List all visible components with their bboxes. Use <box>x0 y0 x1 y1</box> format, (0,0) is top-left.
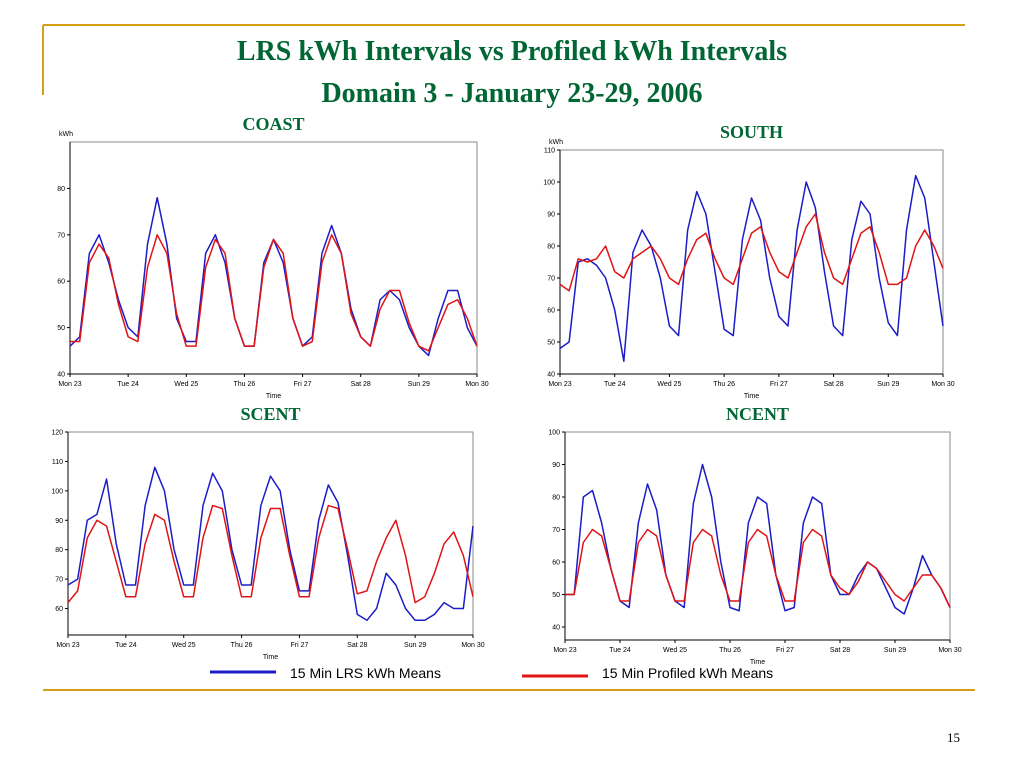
x-tick-label: Thu 26 <box>713 381 735 388</box>
x-tick-label: Sat 28 <box>347 642 367 649</box>
x-tick-label: Wed 25 <box>172 642 196 649</box>
legend-label: 15 Min LRS kWh Means <box>290 665 441 681</box>
y-tick-label: 90 <box>547 212 555 219</box>
y-tick-label: 40 <box>57 372 65 379</box>
y-tick-label: 100 <box>51 488 63 495</box>
y-tick-label: 70 <box>57 232 65 239</box>
chart-title: SOUTH <box>720 122 783 142</box>
x-tick-label: Tue 24 <box>609 647 631 654</box>
x-tick-label: Sun 29 <box>877 381 899 388</box>
series-line <box>70 234 478 352</box>
series-line <box>67 466 474 622</box>
x-tick-label: Wed 25 <box>174 381 198 388</box>
legend-label: 15 Min Profiled kWh Means <box>602 665 773 681</box>
series-line <box>67 504 474 604</box>
x-tick-label: Mon 23 <box>58 381 81 388</box>
x-tick-label: Sat 28 <box>830 647 850 654</box>
y-tick-label: 90 <box>552 462 560 469</box>
x-axis-label: Time <box>750 659 765 666</box>
series-line <box>565 528 951 608</box>
y-tick-label: 80 <box>55 547 63 554</box>
page-number: 15 <box>947 730 960 745</box>
x-tick-label: Fri 27 <box>290 642 308 649</box>
x-tick-label: Mon 23 <box>56 642 79 649</box>
y-tick-label: 110 <box>52 459 63 466</box>
x-tick-label: Tue 24 <box>115 642 137 649</box>
chart-title: NCENT <box>726 404 789 424</box>
x-tick-label: Mon 23 <box>553 647 576 654</box>
y-axis-label: kWh <box>549 139 563 146</box>
y-tick-label: 80 <box>547 244 555 251</box>
x-tick-label: Sun 29 <box>408 381 430 388</box>
y-tick-label: 50 <box>552 592 560 599</box>
x-tick-label: Fri 27 <box>294 381 312 388</box>
y-tick-label: 40 <box>547 372 555 379</box>
y-tick-label: 70 <box>55 577 63 584</box>
x-tick-label: Fri 27 <box>770 381 788 388</box>
y-tick-label: 50 <box>57 325 65 332</box>
x-axis-label: Time <box>744 393 759 400</box>
x-tick-label: Mon 30 <box>465 381 488 388</box>
slide-subtitle: Domain 3 - January 23-29, 2006 <box>321 78 702 109</box>
x-tick-label: Mon 30 <box>931 381 954 388</box>
chart-title: SCENT <box>240 404 300 424</box>
y-tick-label: 60 <box>57 279 65 286</box>
y-tick-label: 70 <box>552 527 560 534</box>
y-tick-label: 80 <box>552 495 560 502</box>
series-line <box>559 213 944 292</box>
series-line <box>559 174 944 362</box>
x-tick-label: Wed 25 <box>657 381 681 388</box>
x-tick-label: Mon 30 <box>938 647 961 654</box>
x-tick-label: Tue 24 <box>604 381 626 388</box>
y-tick-label: 50 <box>547 340 555 347</box>
y-tick-label: 100 <box>543 180 555 187</box>
x-tick-label: Sun 29 <box>404 642 426 649</box>
series-line <box>565 463 951 615</box>
x-tick-label: Thu 26 <box>231 642 253 649</box>
y-tick-label: 60 <box>552 560 560 567</box>
x-tick-label: Tue 24 <box>117 381 139 388</box>
x-axis-label: Time <box>263 654 278 661</box>
x-tick-label: Thu 26 <box>234 381 256 388</box>
y-tick-label: 80 <box>57 186 65 193</box>
y-axis-label: kWh <box>59 131 73 138</box>
y-tick-label: 60 <box>55 606 63 613</box>
x-tick-label: Thu 26 <box>719 647 741 654</box>
y-tick-label: 100 <box>548 430 560 437</box>
x-tick-label: Sun 29 <box>884 647 906 654</box>
y-tick-label: 120 <box>51 430 63 437</box>
x-tick-label: Mon 23 <box>548 381 571 388</box>
x-tick-label: Wed 25 <box>663 647 687 654</box>
y-tick-label: 70 <box>547 276 555 283</box>
x-tick-label: Sat 28 <box>351 381 371 388</box>
slide-title: LRS kWh Intervals vs Profiled kWh Interv… <box>237 36 787 67</box>
x-tick-label: Mon 30 <box>461 642 484 649</box>
x-tick-label: Sat 28 <box>823 381 843 388</box>
x-axis-label: Time <box>266 393 281 400</box>
x-tick-label: Fri 27 <box>776 647 794 654</box>
y-tick-label: 40 <box>552 625 560 632</box>
y-tick-label: 60 <box>547 308 555 315</box>
y-tick-label: 110 <box>544 148 555 155</box>
chart-title: COAST <box>242 114 304 134</box>
y-tick-label: 90 <box>55 518 63 525</box>
